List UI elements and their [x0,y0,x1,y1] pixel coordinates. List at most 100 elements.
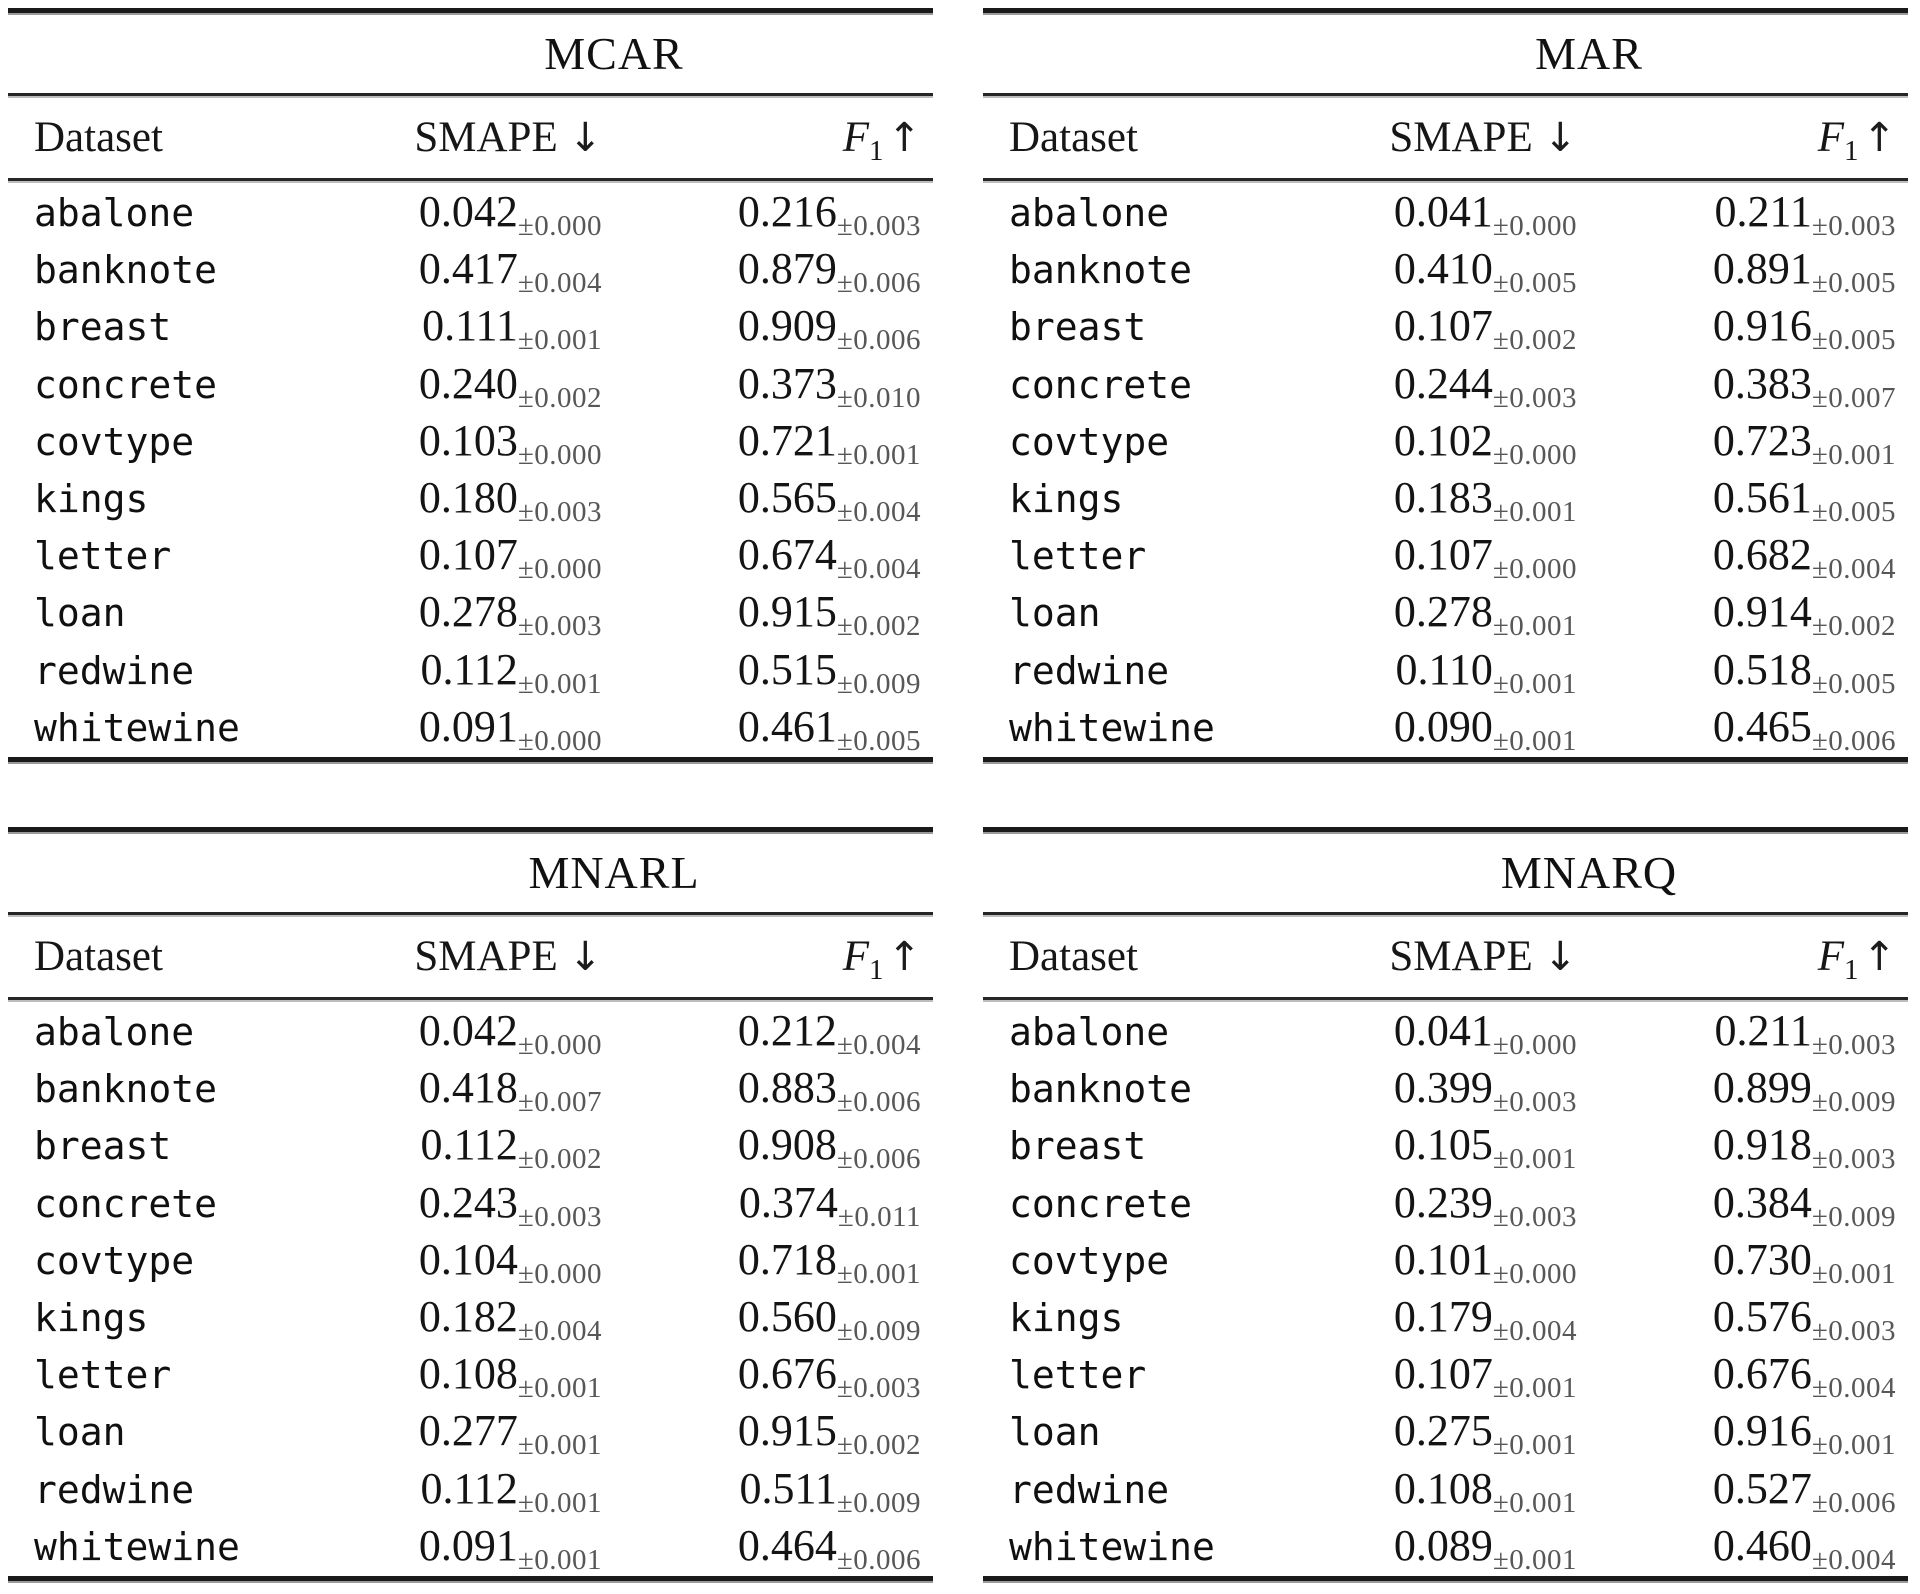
smape-value-cell: 0.418±0.007 [295,1062,610,1118]
table-row: kings 0.179±0.004 0.576±0.003 [983,1291,1908,1347]
f1-value-cell: 0.561±0.005 [1585,472,1908,528]
f1-value: 0.464 [737,1520,837,1570]
f1-value: 0.682 [1712,530,1812,580]
f1-value: 0.676 [1712,1349,1812,1399]
table-header-row: Dataset SMAPE ↓ F1 ↑ [8,915,933,997]
column-header-smape: SMAPE ↓ [295,932,610,981]
f1-value-cell: 0.212±0.004 [610,1005,933,1061]
f1-error: ±0.006 [836,1543,921,1576]
f1-value: 0.914 [1712,587,1812,637]
dataset-name: loan [34,1410,126,1455]
table-top-rule [8,8,933,13]
table-row: breast 0.111±0.001 0.909±0.006 [8,300,933,356]
f1-value: 0.891 [1712,244,1812,294]
table-row: abalone 0.041±0.000 0.211±0.003 [983,1005,1908,1061]
f1-value-cell: 0.914±0.002 [1585,586,1908,642]
table-title-row: MNARL [8,832,933,912]
dataset-name: letter [1009,1353,1147,1398]
f1-value: 0.730 [1712,1234,1812,1284]
table-row: letter 0.107±0.000 0.674±0.004 [8,529,933,585]
smape-error: ±0.000 [1492,1029,1577,1062]
dataset-name: kings [1009,1296,1124,1341]
f1-error: ±0.009 [1811,1086,1896,1119]
f1-value: 0.899 [1712,1063,1812,1113]
f1-value: 0.908 [737,1120,837,1170]
table-row: redwine 0.112±0.001 0.515±0.009 [8,644,933,700]
f1-error: ±0.005 [1811,496,1896,529]
dataset-name: concrete [34,1181,218,1226]
column-header-dataset: Dataset [34,113,163,161]
smape-value: 0.089 [1393,1520,1493,1570]
column-header-smape: SMAPE ↓ [295,113,610,162]
smape-value-cell: 0.111±0.001 [295,300,610,356]
table-row: banknote 0.399±0.003 0.899±0.009 [983,1062,1908,1118]
smape-value: 0.183 [1393,473,1493,523]
column-header-smape: SMAPE ↓ [1270,932,1585,981]
table-row: breast 0.107±0.002 0.916±0.005 [983,300,1908,356]
smape-error: ±0.001 [1492,1372,1577,1405]
column-header-f1: F1 ↑ [610,113,933,167]
smape-value: 0.240 [418,358,518,408]
dataset-name: breast [1009,1124,1147,1169]
f1-value: 0.576 [1712,1292,1812,1342]
dataset-name: redwine [1009,1467,1170,1512]
down-arrow-icon: ↓ [568,933,602,980]
smape-error: ±0.003 [517,610,602,643]
dataset-name: whitewine [34,1524,240,1569]
smape-value-cell: 0.240±0.002 [295,358,610,414]
table-row: banknote 0.417±0.004 0.879±0.006 [8,243,933,299]
down-arrow-icon: ↓ [568,114,602,161]
f1-error: ±0.002 [1811,610,1896,643]
smape-value: 0.239 [1393,1177,1493,1227]
f1-value-cell: 0.461±0.005 [610,701,933,757]
smape-value: 0.102 [1393,415,1493,465]
smape-value-cell: 0.410±0.005 [1270,243,1585,299]
smape-value-cell: 0.104±0.000 [295,1234,610,1290]
dataset-name: whitewine [1009,705,1215,750]
smape-error: ±0.000 [517,553,602,586]
table-row: banknote 0.410±0.005 0.891±0.005 [983,243,1908,299]
f1-value-cell: 0.383±0.007 [1585,358,1908,414]
f1-value-cell: 0.674±0.004 [610,529,933,585]
smape-error: ±0.001 [517,1372,602,1405]
column-header-f1: F1 ↑ [1585,932,1908,986]
f1-value: 0.560 [737,1292,837,1342]
f1-value-cell: 0.718±0.001 [610,1234,933,1290]
f1-value: 0.384 [1712,1177,1812,1227]
table-top-rule [8,827,933,832]
smape-value-cell: 0.105±0.001 [1270,1119,1585,1175]
f1-value: 0.565 [737,473,837,523]
smape-value: 0.278 [1393,587,1493,637]
f1-value: 0.374 [738,1177,838,1227]
smape-error: ±0.001 [517,1429,602,1462]
column-header-f1: F1 ↑ [610,932,933,986]
table-row: loan 0.278±0.001 0.914±0.002 [983,586,1908,642]
f1-error: ±0.010 [836,381,921,414]
smape-value-cell: 0.108±0.001 [295,1348,610,1404]
f1-value-cell: 0.565±0.004 [610,472,933,528]
smape-error: ±0.002 [1492,324,1577,357]
table-row: kings 0.182±0.004 0.560±0.009 [8,1291,933,1347]
f1-error: ±0.001 [1811,1257,1896,1290]
smape-value-cell: 0.112±0.001 [295,1463,610,1519]
smape-value: 0.107 [418,530,518,580]
f1-value-cell: 0.883±0.006 [610,1062,933,1118]
f1-error: ±0.002 [836,610,921,643]
down-arrow-icon: ↓ [1543,114,1577,161]
f1-error: ±0.009 [836,1486,921,1519]
smape-value: 0.182 [418,1292,518,1342]
smape-error: ±0.000 [1492,210,1577,243]
smape-value-cell: 0.239±0.003 [1270,1177,1585,1233]
f1-value-cell: 0.899±0.009 [1585,1062,1908,1118]
smape-value-cell: 0.244±0.003 [1270,358,1585,414]
f1-value-cell: 0.730±0.001 [1585,1234,1908,1290]
f1-value-cell: 0.908±0.006 [610,1119,933,1175]
smape-error: ±0.000 [517,1257,602,1290]
f1-value-cell: 0.676±0.003 [610,1348,933,1404]
smape-value: 0.410 [1393,244,1493,294]
f1-value-cell: 0.915±0.002 [610,586,933,642]
table-row: concrete 0.243±0.003 0.374±0.011 [8,1177,933,1233]
dataset-name: kings [34,477,149,522]
header-separator-rule [8,178,933,181]
dataset-name: kings [1009,477,1124,522]
